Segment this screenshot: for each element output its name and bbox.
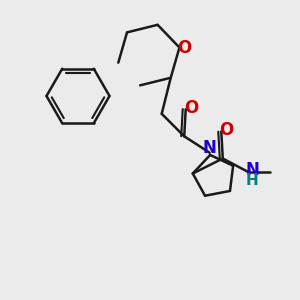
Text: N: N xyxy=(245,160,259,178)
Text: H: H xyxy=(246,173,259,188)
Text: O: O xyxy=(177,38,191,56)
Text: O: O xyxy=(219,121,233,139)
Text: O: O xyxy=(184,99,198,117)
Text: N: N xyxy=(203,139,217,157)
